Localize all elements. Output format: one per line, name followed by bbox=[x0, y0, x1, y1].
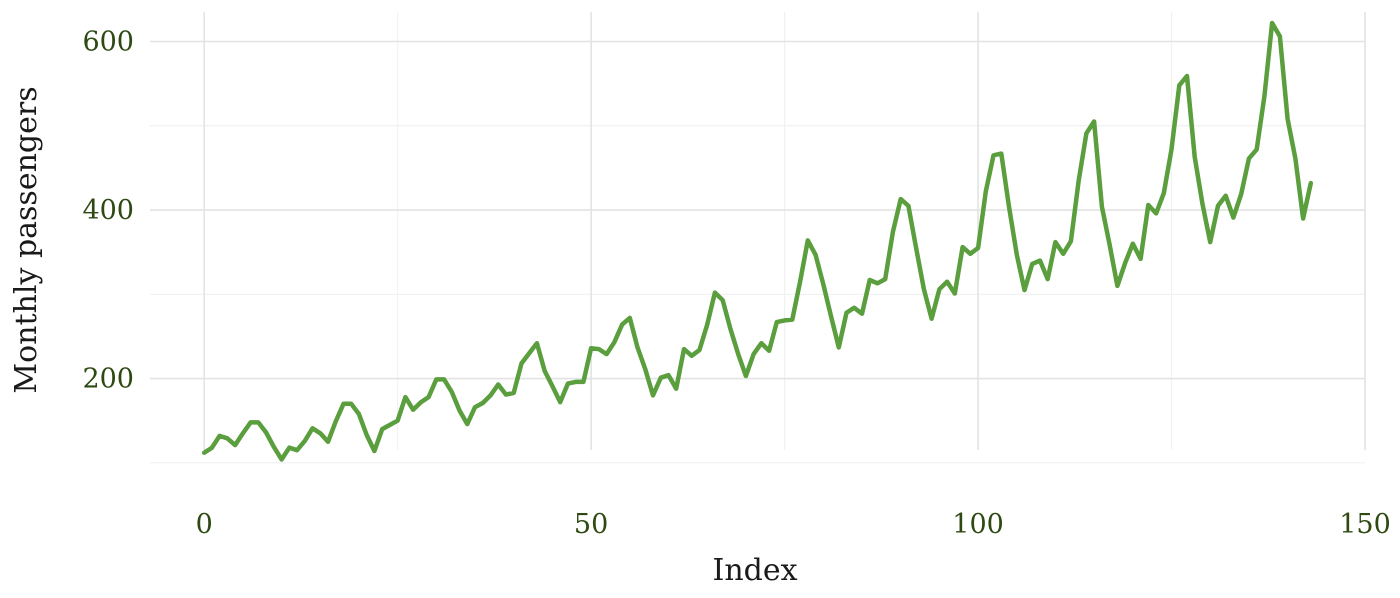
series-line bbox=[201, 20, 1314, 462]
y-axis-title: Monthly passengers bbox=[9, 86, 44, 393]
y-tick-label: 200 bbox=[82, 364, 134, 395]
y-tick-labels: 200 400 600 bbox=[82, 26, 134, 394]
x-axis-title: Index bbox=[712, 553, 797, 588]
x-tick-label: 0 bbox=[196, 509, 213, 540]
series-layer bbox=[201, 20, 1314, 462]
x-tick-label: 50 bbox=[574, 509, 608, 540]
minor-gridlines bbox=[150, 12, 1365, 464]
x-tick-labels: 0 50 100 150 bbox=[196, 509, 1391, 540]
y-tick-label: 600 bbox=[82, 26, 134, 57]
y-tick-label: 400 bbox=[82, 195, 134, 226]
x-tick-label: 100 bbox=[952, 509, 1004, 540]
x-tick-label: 150 bbox=[1339, 509, 1391, 540]
major-gridlines bbox=[150, 12, 1366, 450]
